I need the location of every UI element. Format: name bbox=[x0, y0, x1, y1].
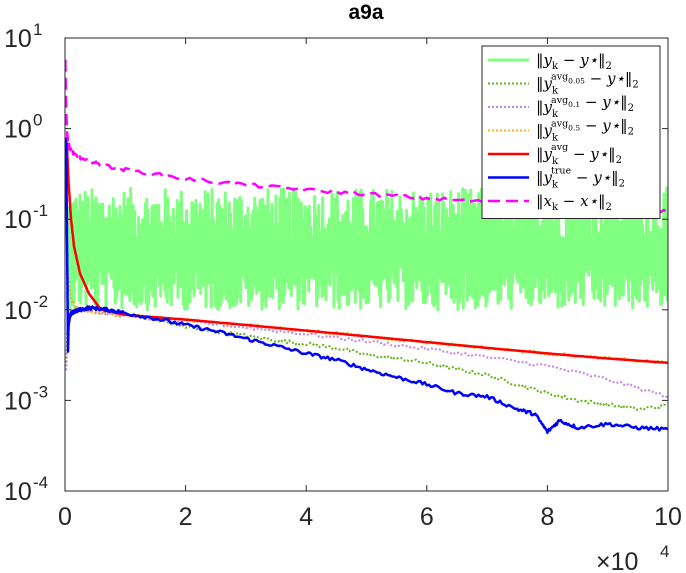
legend-box bbox=[481, 45, 661, 219]
y-tick-base: 10 bbox=[4, 478, 32, 506]
plot-frame bbox=[64, 37, 669, 492]
x-tick-label: 8 bbox=[540, 503, 554, 531]
legend-label: ‖ykavg − y⋆‖2 bbox=[536, 142, 622, 167]
y-tick-label: 10 -2 bbox=[4, 292, 48, 325]
x-tick-label: 10 bbox=[654, 503, 682, 531]
y-tick-exponent: 0 bbox=[33, 111, 42, 130]
y-tick-base: 10 bbox=[4, 206, 32, 234]
legend-entry: ‖ykavg − y⋆‖2 bbox=[488, 142, 622, 167]
legend-entry: ‖xk − x⋆‖2 bbox=[488, 192, 612, 213]
y-tick-base: 10 bbox=[4, 297, 32, 325]
y-tick-exponent: -2 bbox=[33, 292, 48, 311]
legend-entry: ‖ykavg0.1 − y⋆‖2 bbox=[488, 93, 634, 120]
legend: ‖yk − y⋆‖2‖ykavg0.05 − y⋆‖2‖ykavg0.1 − y… bbox=[481, 45, 661, 219]
y-tick-base: 10 bbox=[4, 25, 32, 53]
legend-entry: ‖ykavg0.05 − y⋆‖2 bbox=[488, 70, 639, 97]
y-tick-exponent: -1 bbox=[33, 201, 48, 220]
y-tick-base: 10 bbox=[4, 387, 32, 415]
y-tick-exponent: 1 bbox=[33, 20, 42, 39]
y-tick-label: 10 1 bbox=[4, 20, 42, 53]
legend-label: ‖yktrue − y⋆‖2 bbox=[536, 166, 625, 191]
legend-label: ‖ykavg0.05 − y⋆‖2 bbox=[536, 70, 639, 97]
y-tick-label: 10 -1 bbox=[4, 201, 48, 234]
y-tick-base: 10 bbox=[4, 116, 32, 144]
x-scale-exponent: 4 bbox=[660, 542, 669, 561]
x-tick-label: 0 bbox=[58, 503, 72, 531]
legend-entry: ‖yk − y⋆‖2 bbox=[488, 51, 612, 72]
y-tick-exponent: -3 bbox=[33, 382, 48, 401]
legend-entry: ‖ykavg0.5 − y⋆‖2 bbox=[488, 117, 634, 144]
y-tick-label: 10 0 bbox=[4, 111, 42, 144]
y-tick-exponent: -4 bbox=[33, 473, 48, 492]
series-line-5 bbox=[65, 137, 668, 435]
x-axis-scale-factor: ×10 4 bbox=[596, 542, 669, 573]
legend-label: ‖ykavg0.1 − y⋆‖2 bbox=[536, 93, 634, 120]
x-tick-label: 2 bbox=[179, 503, 193, 531]
y-tick-label: 10 -3 bbox=[4, 382, 48, 415]
x-tick-label: 6 bbox=[420, 503, 434, 531]
chart-title: a9a bbox=[348, 1, 383, 24]
x-scale-label: ×10 bbox=[596, 548, 638, 573]
legend-label: ‖xk − x⋆‖2 bbox=[536, 192, 612, 213]
legend-entry: ‖yktrue − y⋆‖2 bbox=[488, 166, 625, 191]
series-line-4 bbox=[65, 142, 668, 365]
legend-label: ‖ykavg0.5 − y⋆‖2 bbox=[536, 117, 634, 144]
x-tick-label: 4 bbox=[299, 503, 313, 531]
legend-label: ‖yk − y⋆‖2 bbox=[536, 51, 612, 72]
y-tick-label: 10 -4 bbox=[4, 473, 48, 506]
